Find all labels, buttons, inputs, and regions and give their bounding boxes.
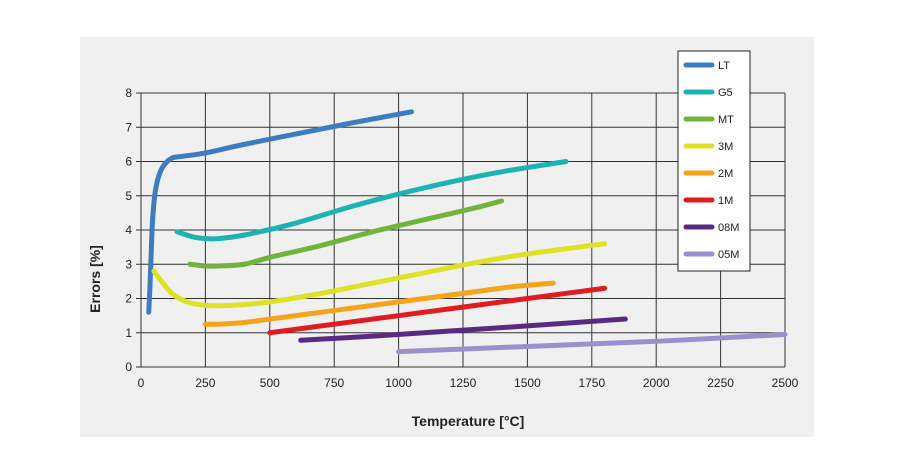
series-lines (146, 109, 788, 355)
y-tick-label: 8 (125, 86, 132, 100)
y-axis-title: Errors [%] (87, 245, 103, 313)
axes (136, 92, 785, 368)
legend-label-g5: G5 (718, 87, 733, 99)
legend-label-mt: MT (718, 114, 734, 126)
legend-label-lt: LT (718, 60, 730, 72)
series-line-lt (146, 109, 414, 315)
x-tick-labels: 0 250 500 750 1000 1250 1500 1750 2000 2250 2500 (138, 376, 799, 390)
series-line-3m (151, 241, 608, 309)
y-tick-label: 6 (125, 155, 132, 169)
x-tick-label: 1000 (385, 376, 412, 390)
x-tick-label: 500 (260, 376, 280, 390)
y-tick-label: 4 (125, 223, 132, 237)
x-tick-label: 2500 (772, 376, 799, 390)
x-tick-label: 2000 (643, 376, 670, 390)
x-tick-label: 0 (138, 376, 145, 390)
series-line-08m (298, 316, 628, 343)
series-line-g5 (174, 159, 569, 242)
x-axis-title: Temperature [°C] (412, 413, 525, 429)
series-line-05m (396, 331, 788, 355)
series-line-mt (187, 198, 505, 269)
x-tick-label: 1750 (578, 376, 605, 390)
y-tick-labels: 0 1 2 3 4 5 6 7 8 (125, 86, 132, 374)
y-tick-label: 3 (125, 257, 132, 271)
y-tick-label: 5 (125, 189, 132, 203)
legend: LT G5 MT 3M 2M 1M 08M 05M (677, 50, 751, 272)
legend-label-1m: 1M (718, 195, 733, 207)
series-line-1m (267, 285, 608, 336)
y-tick-label: 1 (125, 326, 132, 340)
legend-label-2m: 2M (718, 168, 733, 180)
y-tick-label: 2 (125, 292, 132, 306)
legend-label-08m: 08M (718, 222, 739, 234)
y-tick-label: 7 (125, 120, 132, 134)
legend-label-05m: 05M (718, 249, 739, 261)
x-tick-label: 750 (324, 376, 344, 390)
line-chart: 0 250 500 750 1000 1250 1500 1750 2000 2250 2500 0… (87, 50, 799, 429)
legend-box (677, 50, 751, 272)
x-tick-label: 1500 (514, 376, 541, 390)
x-tick-label: 250 (195, 376, 215, 390)
chart-panel: 0 250 500 750 1000 1250 1500 1750 2000 2250 2500 0… (80, 37, 814, 437)
legend-label-3m: 3M (718, 141, 733, 153)
series-line-2m (202, 280, 556, 327)
y-tick-label: 0 (125, 360, 132, 374)
x-tick-label: 1250 (450, 376, 477, 390)
x-tick-label: 2250 (707, 376, 734, 390)
